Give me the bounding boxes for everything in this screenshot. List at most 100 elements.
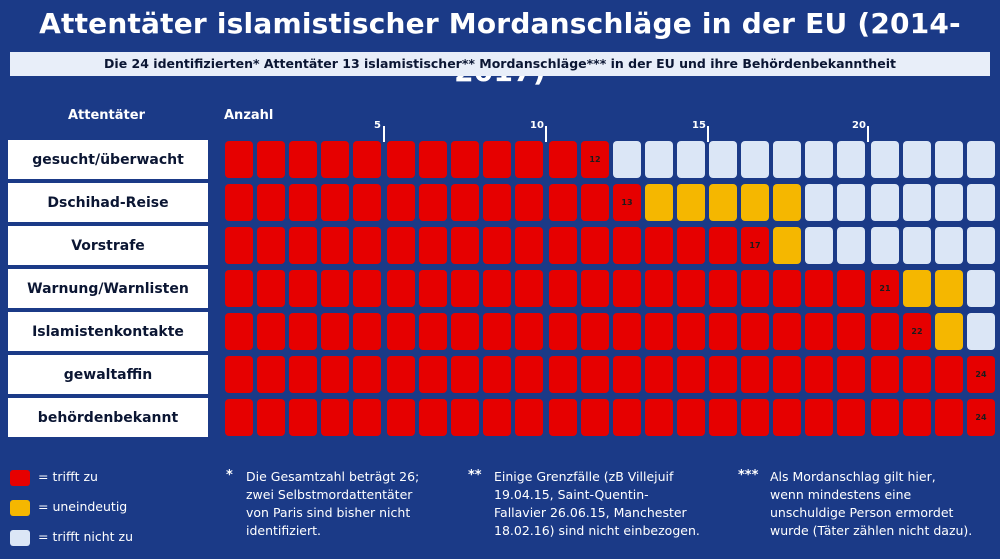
cell-trifft-nicht-zu [935, 184, 963, 221]
legend-label: = uneindeutig [38, 499, 128, 514]
cell-trifft-zu [387, 270, 415, 307]
cell-trifft-zu [709, 270, 737, 307]
cell-trifft-nicht-zu [871, 184, 899, 221]
row-label: gesucht/überwacht [8, 140, 208, 179]
cell-trifft-zu [321, 313, 349, 350]
cell-trifft-zu [903, 399, 931, 436]
cell-trifft-zu [225, 227, 253, 264]
cell-trifft-zu [483, 227, 511, 264]
cell-trifft-nicht-zu [741, 141, 769, 178]
cell-trifft-nicht-zu [903, 184, 931, 221]
cell-trifft-zu [515, 227, 543, 264]
cell-trifft-zu [451, 399, 479, 436]
cell-trifft-zu [709, 356, 737, 393]
row-label: gewaltaffin [8, 355, 208, 394]
cell-trifft-zu [419, 227, 447, 264]
cell-trifft-zu [549, 356, 577, 393]
cell-trifft-nicht-zu [967, 313, 995, 350]
cell-trifft-zu [225, 184, 253, 221]
footnote-marker: *** [738, 468, 759, 483]
cell-trifft-zu [805, 356, 833, 393]
cell-trifft-nicht-zu [871, 227, 899, 264]
cell-trifft-zu [613, 227, 641, 264]
cell-trifft-zu [483, 399, 511, 436]
cell-trifft-nicht-zu [903, 227, 931, 264]
cell-trifft-zu [805, 313, 833, 350]
cell-trifft-zu [741, 270, 769, 307]
cell-count-marker: 21 [871, 270, 899, 307]
cell-trifft-zu [613, 313, 641, 350]
cell-trifft-zu [353, 141, 381, 178]
legend-swatch [10, 470, 30, 486]
cell-trifft-zu [773, 399, 801, 436]
cell-trifft-zu [515, 141, 543, 178]
cell-trifft-zu [419, 270, 447, 307]
cell-trifft-nicht-zu [805, 184, 833, 221]
cell-trifft-zu [741, 356, 769, 393]
cell-trifft-zu [515, 270, 543, 307]
cell-trifft-zu [289, 184, 317, 221]
cell-trifft-zu [225, 399, 253, 436]
tick-mark [383, 126, 385, 142]
cell-uneindeutig [709, 184, 737, 221]
cell-trifft-zu [225, 313, 253, 350]
footnote-marker: ** [468, 468, 482, 483]
cell-trifft-nicht-zu [677, 141, 705, 178]
cell-trifft-zu [257, 399, 285, 436]
tick-mark [867, 126, 869, 142]
cell-trifft-zu [515, 399, 543, 436]
row-label: Vorstrafe [8, 226, 208, 265]
cell-trifft-zu [837, 270, 865, 307]
cell-trifft-zu [321, 227, 349, 264]
tick-mark [545, 126, 547, 142]
cell-trifft-zu [677, 399, 705, 436]
cell-trifft-zu [805, 399, 833, 436]
cell-trifft-zu [871, 356, 899, 393]
cell-count-marker: 24 [967, 356, 995, 393]
cell-trifft-zu [483, 356, 511, 393]
cell-trifft-nicht-zu [967, 141, 995, 178]
tick-label: 5 [374, 120, 381, 131]
cell-trifft-zu [419, 184, 447, 221]
cell-trifft-zu [581, 399, 609, 436]
cell-trifft-zu [837, 399, 865, 436]
cell-trifft-zu [321, 399, 349, 436]
cell-trifft-zu [677, 270, 705, 307]
cell-uneindeutig [773, 227, 801, 264]
cell-trifft-zu [225, 270, 253, 307]
cell-trifft-zu [549, 399, 577, 436]
cell-trifft-nicht-zu [967, 227, 995, 264]
cell-trifft-zu [419, 313, 447, 350]
cell-trifft-nicht-zu [837, 184, 865, 221]
cell-trifft-nicht-zu [935, 227, 963, 264]
cell-trifft-zu [387, 356, 415, 393]
cell-trifft-zu [677, 356, 705, 393]
footnote-text: Einige Grenzfälle (zB Villejuif 19.04.15… [494, 469, 700, 538]
cell-trifft-zu [387, 313, 415, 350]
tick-label: 15 [692, 120, 706, 131]
cell-uneindeutig [645, 184, 673, 221]
tick-label: 10 [530, 120, 544, 131]
cell-trifft-zu [677, 313, 705, 350]
cell-trifft-zu [549, 227, 577, 264]
cell-trifft-zu [451, 356, 479, 393]
cell-uneindeutig [741, 184, 769, 221]
legend-swatch [10, 530, 30, 546]
cell-trifft-zu [645, 227, 673, 264]
cell-trifft-nicht-zu [967, 184, 995, 221]
footnote-text: Die Gesamtzahl beträgt 26; zwei Selbstmo… [246, 469, 420, 538]
cell-trifft-zu [549, 270, 577, 307]
cell-trifft-zu [419, 356, 447, 393]
cell-uneindeutig [773, 184, 801, 221]
cell-trifft-zu [257, 184, 285, 221]
cell-trifft-zu [581, 356, 609, 393]
cell-trifft-zu [419, 399, 447, 436]
cell-trifft-zu [677, 227, 705, 264]
cell-trifft-nicht-zu [837, 227, 865, 264]
cell-trifft-zu [451, 313, 479, 350]
cell-trifft-zu [515, 184, 543, 221]
column-header: Anzahl [224, 108, 274, 123]
cell-trifft-zu [645, 313, 673, 350]
cell-trifft-zu [613, 399, 641, 436]
cell-trifft-zu [837, 356, 865, 393]
